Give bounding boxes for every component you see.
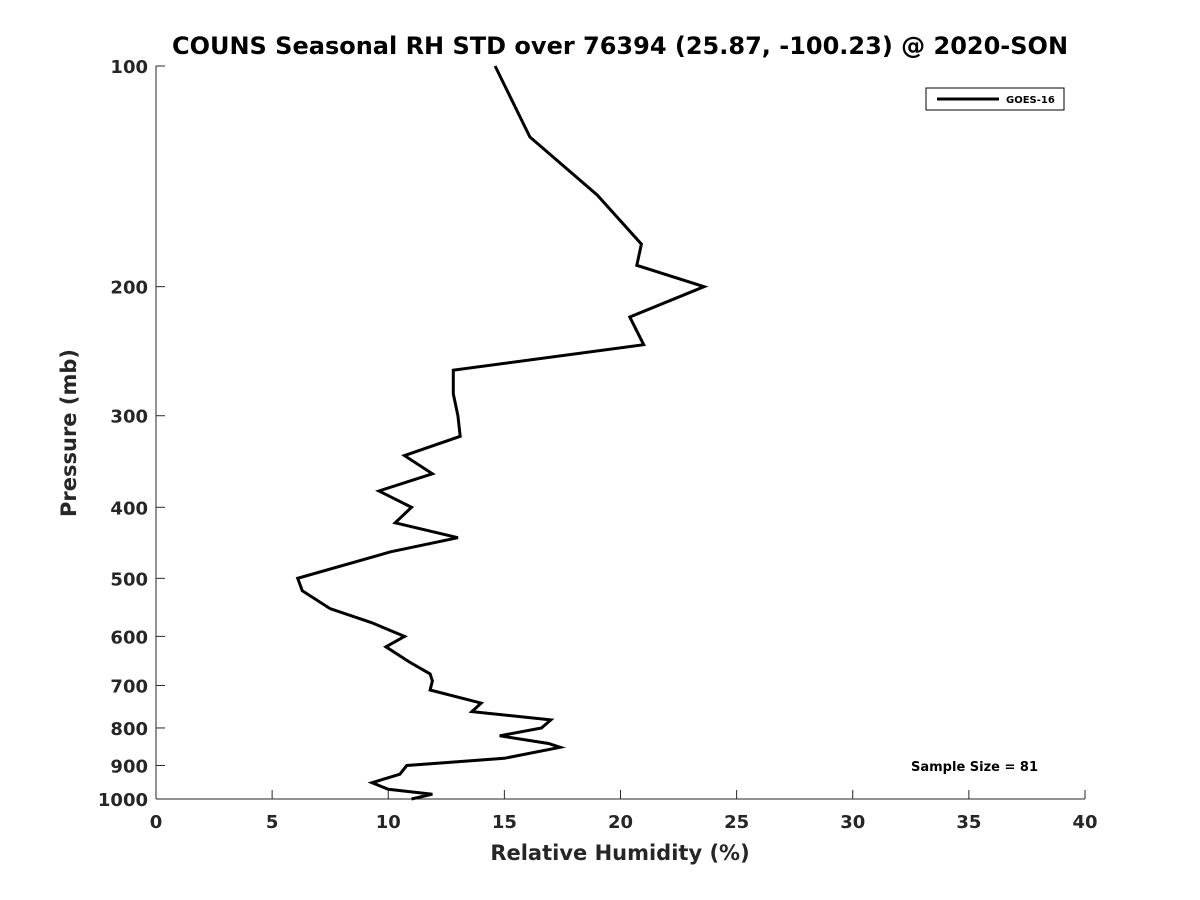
y-tick-label: 700	[110, 676, 148, 697]
sample-size-annotation: Sample Size = 81	[911, 760, 1038, 775]
y-tick-label: 400	[110, 498, 148, 519]
x-axis-label: Relative Humidity (%)	[490, 841, 749, 865]
y-axis-label: Pressure (mb)	[57, 349, 81, 517]
plot-area	[155, 65, 1085, 801]
y-tick-label: 300	[110, 407, 148, 428]
y-tick-label: 500	[110, 569, 148, 590]
y-tick-label: 1000	[98, 790, 148, 811]
x-tick-label: 35	[956, 812, 981, 833]
x-tick-label: 15	[492, 812, 517, 833]
x-tick-label: 20	[608, 812, 633, 833]
legend: GOES-16	[925, 87, 1065, 111]
legend-label-goes-16: GOES-16	[1006, 95, 1055, 106]
y-tick-label: 200	[110, 278, 148, 299]
series-line-goes-16	[295, 65, 709, 801]
y-tick-label: 600	[110, 627, 148, 648]
y-tick-label: 100	[110, 57, 148, 78]
x-tick-label: 10	[376, 812, 401, 833]
x-axis: 0 5 10 15 20 25 30 35 40	[150, 790, 1098, 833]
x-tick-label: 40	[1072, 812, 1097, 833]
x-tick-label: 30	[840, 812, 865, 833]
x-tick-label: 0	[150, 812, 163, 833]
x-tick-label: 5	[266, 812, 279, 833]
chart-title: COUNS Seasonal RH STD over 76394 (25.87,…	[172, 32, 1068, 60]
y-tick-label: 900	[110, 756, 148, 777]
x-tick-label: 25	[724, 812, 749, 833]
y-tick-label: 800	[110, 719, 148, 740]
y-axis: 100 200 300 400 500 600 700 800 900 1000	[98, 57, 165, 811]
